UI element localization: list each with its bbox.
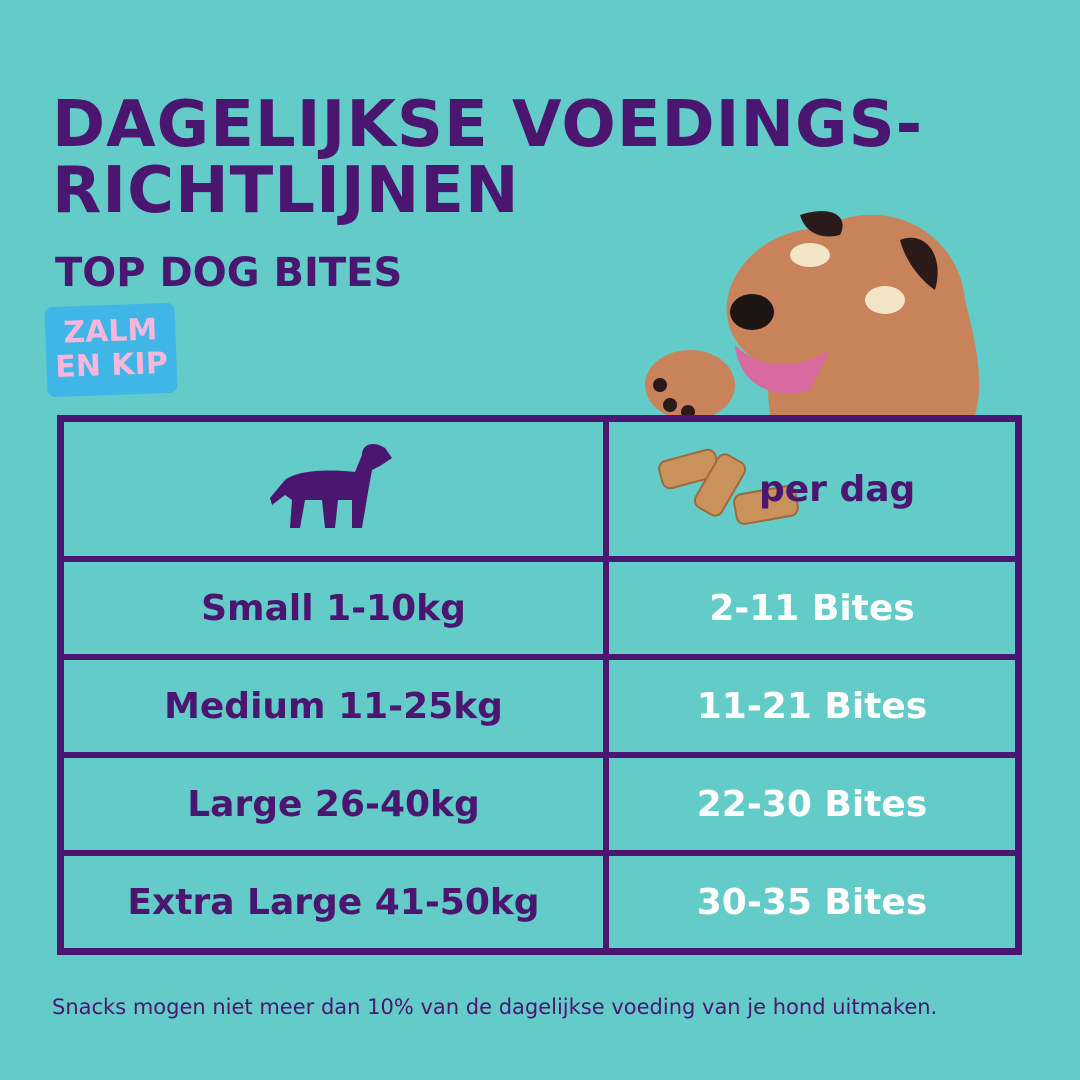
- table-header-cell: [61, 419, 606, 559]
- title-line: RICHTLIJNEN: [52, 154, 520, 228]
- title-line: DAGELIJKSE VOEDINGS-: [52, 88, 924, 162]
- table-cell: 30-35 Bites: [606, 853, 1018, 951]
- table: per dag Small 1-10kg 2-11 Bites Medium 1…: [57, 415, 1022, 955]
- dog-icon: [270, 444, 392, 528]
- table-cell: Small 1-10kg: [61, 559, 606, 657]
- footer-note: Snacks mogen niet meer dan 10% van de da…: [52, 995, 938, 1019]
- table-cell: 22-30 Bites: [606, 755, 1018, 853]
- table-cell: Extra Large 41-50kg: [61, 853, 606, 951]
- table-cell: 2-11 Bites: [606, 559, 1018, 657]
- header-text: per dag: [759, 468, 916, 510]
- subtitle: TOP DOG BITES: [55, 250, 403, 296]
- dog-illustration: [645, 211, 980, 420]
- table-header-cell: per dag: [606, 419, 1018, 559]
- treats-icon: [658, 448, 799, 525]
- table-cell: Large 26-40kg: [61, 755, 606, 853]
- table-cell: Medium 11-25kg: [61, 657, 606, 755]
- table-cell: 11-21 Bites: [606, 657, 1018, 755]
- title: DAGELIJKSE VOEDINGS- RICHTLIJNEN: [52, 92, 923, 224]
